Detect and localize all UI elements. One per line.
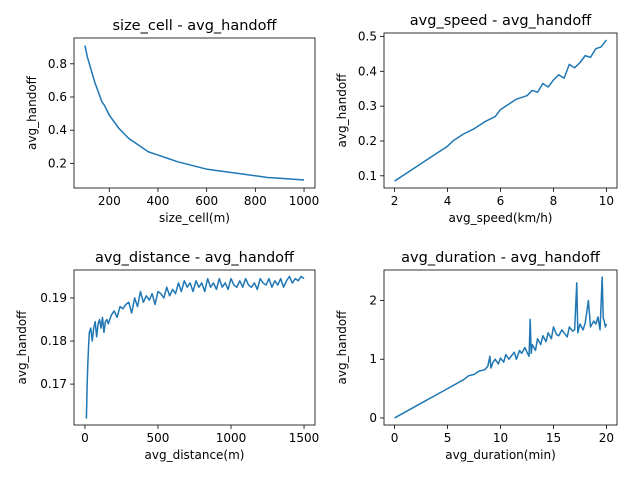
x-tick-label: 200 — [98, 194, 121, 208]
y-tick-label: 0 — [369, 411, 377, 425]
x-tick-label: 20 — [599, 431, 614, 445]
subplot-2: 2 4 6 8 10 0.1 0.2 0.3 0.4 0.5 avg_speed - avg_han… — [335, 13, 618, 225]
x-axis-label: size_cell(m) — [159, 211, 230, 225]
x-tick-label: 800 — [244, 194, 267, 208]
y-tick-label: 0.4 — [358, 64, 377, 78]
y-tick-label: 0.5 — [358, 29, 377, 43]
x-tick-label: 400 — [147, 194, 170, 208]
y-tick-label: 0.4 — [48, 123, 67, 137]
x-tick-label: 15 — [546, 431, 561, 445]
x-tick-label: 6 — [497, 194, 505, 208]
y-axis-label: avg_handoff — [335, 310, 349, 385]
y-tick-label: 0.2 — [48, 156, 67, 170]
x-tick-label: 10 — [599, 194, 614, 208]
series-line-1 — [84, 45, 305, 181]
axes-frame — [73, 269, 316, 426]
series-line-1 — [394, 39, 608, 182]
series-line-1 — [85, 275, 305, 419]
x-tick-label: 1000 — [216, 431, 247, 445]
chart-title: size_cell - avg_handoff — [112, 18, 277, 34]
x-tick-label: 4 — [444, 194, 452, 208]
x-tick-label: 0 — [81, 431, 89, 445]
y-tick-label: 0.6 — [48, 90, 67, 104]
y-tick-label: 0.2 — [358, 134, 377, 148]
y-tick-label: 2 — [369, 294, 377, 308]
chart-title: avg_distance - avg_handoff — [95, 250, 295, 266]
subplot-3: 0 500 1000 1500 0.17 0.18 0.19 avg_distance - a… — [15, 250, 319, 462]
y-axis-label: avg_handoff — [15, 310, 29, 385]
x-tick-label: 2 — [391, 194, 399, 208]
y-tick-label: 0.3 — [358, 99, 377, 113]
subplot-1: 200 400 600 800 1000 0.2 0.4 0.6 0.8 size_cell - … — [25, 18, 319, 225]
y-tick-label: 0.8 — [48, 57, 67, 71]
y-tick-label: 0.17 — [40, 377, 67, 391]
x-axis-label: avg_speed(km/h) — [449, 211, 553, 225]
x-axis-label: avg_duration(min) — [445, 448, 556, 462]
x-tick-label: 8 — [550, 194, 558, 208]
chart-title: avg_speed - avg_handoff — [410, 13, 592, 29]
subplot-4: 0 5 10 15 20 0 1 2 avg_duration - avg_handoffavg… — [335, 250, 618, 462]
x-tick-label: 1500 — [289, 431, 320, 445]
y-axis-label: avg_handoff — [335, 73, 349, 148]
x-axis-label: avg_distance(m) — [145, 448, 245, 462]
y-axis-label: avg_handoff — [25, 75, 39, 150]
x-tick-label: 5 — [444, 431, 452, 445]
y-tick-label: 0.19 — [40, 291, 67, 305]
y-tick-label: 0.18 — [40, 334, 67, 348]
x-tick-label: 500 — [147, 431, 170, 445]
x-tick-label: 600 — [195, 194, 218, 208]
x-tick-label: 1000 — [289, 194, 320, 208]
series-line-1 — [394, 276, 608, 419]
y-tick-label: 0.1 — [358, 169, 377, 183]
y-tick-label: 1 — [369, 352, 377, 366]
chart-title: avg_duration - avg_handoff — [401, 250, 601, 266]
x-tick-label: 0 — [391, 431, 399, 445]
axes-frame — [73, 37, 316, 189]
x-tick-label: 10 — [493, 431, 508, 445]
